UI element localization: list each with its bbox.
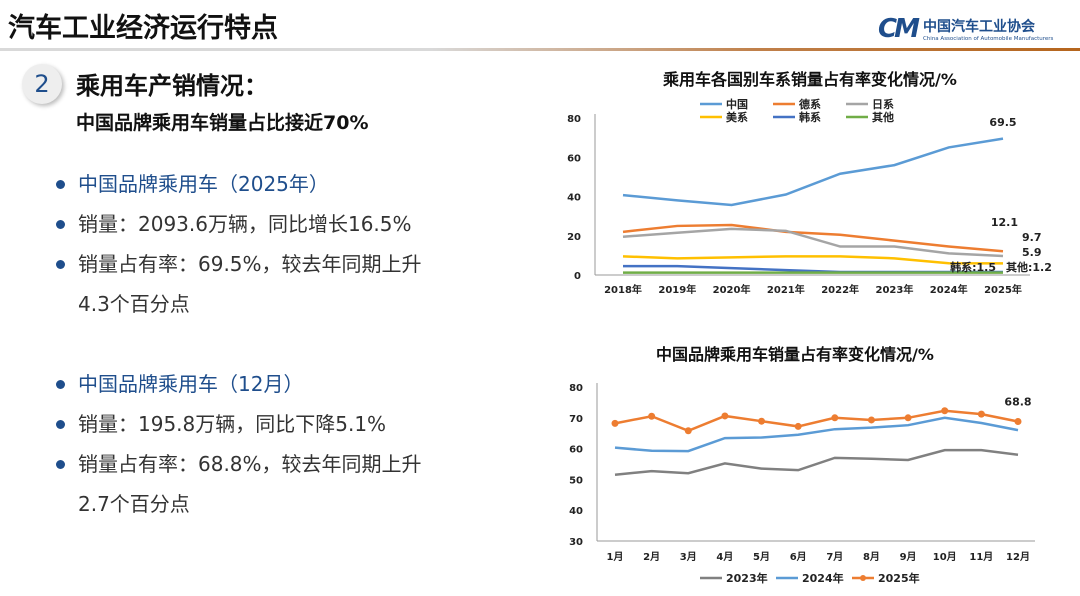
bullet-item: 中国品牌乘用车（12月） bbox=[56, 364, 422, 404]
bullet-item: 销量：2093.6万辆，同比增长16.5% bbox=[56, 204, 422, 244]
x-tick-label: 10月 bbox=[933, 551, 957, 563]
data-point bbox=[977, 410, 985, 418]
legend-label: 2024年 bbox=[802, 571, 844, 585]
y-tick-label: 40 bbox=[567, 193, 581, 204]
y-tick-label: 40 bbox=[569, 506, 583, 517]
data-point bbox=[611, 419, 619, 427]
logo-mark: CM bbox=[878, 14, 920, 44]
data-point bbox=[867, 416, 875, 424]
x-tick-label: 2019年 bbox=[658, 283, 696, 296]
legend-label: 其他 bbox=[872, 110, 894, 124]
x-tick-label: 1月 bbox=[607, 551, 624, 563]
data-point bbox=[684, 427, 692, 435]
y-tick-label: 80 bbox=[567, 114, 581, 125]
x-tick-label: 5月 bbox=[753, 551, 770, 563]
bullet-list-monthly: 中国品牌乘用车（12月） 销量：195.8万辆，同比下降5.1% 销量占有率：6… bbox=[56, 364, 422, 524]
x-tick-label: 9月 bbox=[900, 551, 917, 563]
data-label: 69.5 bbox=[989, 116, 1016, 129]
data-point bbox=[648, 412, 656, 420]
series-line-日系 bbox=[622, 227, 1004, 258]
data-label: 12.1 bbox=[991, 216, 1018, 229]
legend-label: 中国 bbox=[726, 97, 748, 111]
x-tick-label: 2022年 bbox=[821, 283, 859, 296]
legend-label: 美系 bbox=[726, 110, 748, 124]
data-point bbox=[831, 414, 839, 422]
logo: CM 中国汽车工业协会 China Association of Automob… bbox=[878, 14, 1053, 44]
x-tick-label: 2025年 bbox=[984, 283, 1022, 296]
series-line-美系 bbox=[622, 255, 1004, 265]
data-point bbox=[721, 412, 729, 420]
y-tick-label: 60 bbox=[569, 445, 583, 456]
data-point bbox=[904, 414, 912, 422]
x-tick-label: 2月 bbox=[643, 551, 660, 563]
data-point bbox=[758, 417, 766, 425]
y-tick-label: 70 bbox=[569, 414, 583, 425]
x-tick-label: 2023年 bbox=[876, 283, 914, 296]
y-tick-label: 80 bbox=[569, 383, 583, 394]
data-label: 9.7 bbox=[1022, 231, 1042, 244]
bullet-item: 销量：195.8万辆，同比下降5.1% bbox=[56, 404, 422, 444]
section-heading: 乘用车产销情况： bbox=[76, 72, 268, 100]
header-divider bbox=[0, 48, 1080, 51]
data-point bbox=[941, 407, 949, 415]
data-label: 其他:1.2 bbox=[1006, 260, 1052, 274]
series-line-2024年 bbox=[614, 416, 1019, 453]
logo-cn: 中国汽车工业协会 bbox=[922, 19, 1035, 35]
x-tick-label: 8月 bbox=[863, 551, 880, 563]
bullet-list-annual: 中国品牌乘用车（2025年） 销量：2093.6万辆，同比增长16.5% 销量占… bbox=[56, 164, 422, 324]
bullet-item: 中国品牌乘用车（2025年） bbox=[56, 164, 422, 204]
x-tick-label: 2018年 bbox=[604, 283, 642, 296]
series-line-2025年 bbox=[614, 409, 1019, 433]
logo-en: China Association of Automobile Manufact… bbox=[922, 36, 1054, 42]
bullet-item: 销量占有率：68.8%，较去年同期上升 bbox=[56, 444, 422, 484]
legend-marker bbox=[860, 575, 866, 581]
x-tick-label: 11月 bbox=[969, 551, 993, 563]
section-number: 2 bbox=[22, 64, 62, 104]
page-title: 汽车工业经济运行特点 bbox=[8, 13, 278, 44]
data-label: 5.9 bbox=[1022, 246, 1042, 259]
legend-label: 2025年 bbox=[878, 571, 920, 585]
y-tick-label: 50 bbox=[569, 475, 583, 486]
section-subheading: 中国品牌乘用车销量占比接近70% bbox=[76, 112, 369, 134]
series-line-2023年 bbox=[614, 448, 1019, 477]
x-tick-label: 12月 bbox=[1006, 551, 1030, 563]
x-tick-label: 2020年 bbox=[713, 283, 751, 296]
x-tick-label: 2021年 bbox=[767, 283, 805, 296]
data-point bbox=[1014, 417, 1022, 425]
data-label: 68.8 bbox=[1004, 395, 1031, 408]
legend-label: 德系 bbox=[798, 97, 821, 111]
bullet-item-continuation: 2.7个百分点 bbox=[78, 492, 190, 516]
y-tick-label: 20 bbox=[567, 232, 581, 243]
chart-title: 乘用车各国别车系销量占有率变化情况/% bbox=[662, 70, 957, 89]
data-point bbox=[794, 422, 802, 430]
legend-label: 韩系 bbox=[799, 110, 821, 124]
legend-label: 2023年 bbox=[726, 571, 768, 585]
x-tick-label: 6月 bbox=[790, 551, 807, 563]
x-tick-label: 3月 bbox=[680, 551, 697, 563]
data-label: 韩系:1.5 bbox=[950, 260, 996, 274]
series-line-韩系 bbox=[623, 264, 1003, 274]
bullet-item: 销量占有率：69.5%，较去年同期上升 bbox=[56, 244, 422, 284]
y-tick-label: 0 bbox=[574, 271, 581, 282]
x-tick-label: 2024年 bbox=[930, 283, 968, 296]
y-tick-label: 30 bbox=[569, 537, 583, 548]
y-tick-label: 60 bbox=[567, 153, 581, 164]
x-tick-label: 4月 bbox=[716, 551, 733, 563]
bullet-item-continuation: 4.3个百分点 bbox=[78, 292, 190, 316]
legend-label: 日系 bbox=[872, 97, 894, 111]
series-line-德系 bbox=[622, 223, 1004, 253]
chart-title: 中国品牌乘用车销量占有率变化情况/% bbox=[656, 345, 934, 364]
x-tick-label: 7月 bbox=[826, 551, 843, 563]
series-line-中国 bbox=[622, 137, 1004, 207]
